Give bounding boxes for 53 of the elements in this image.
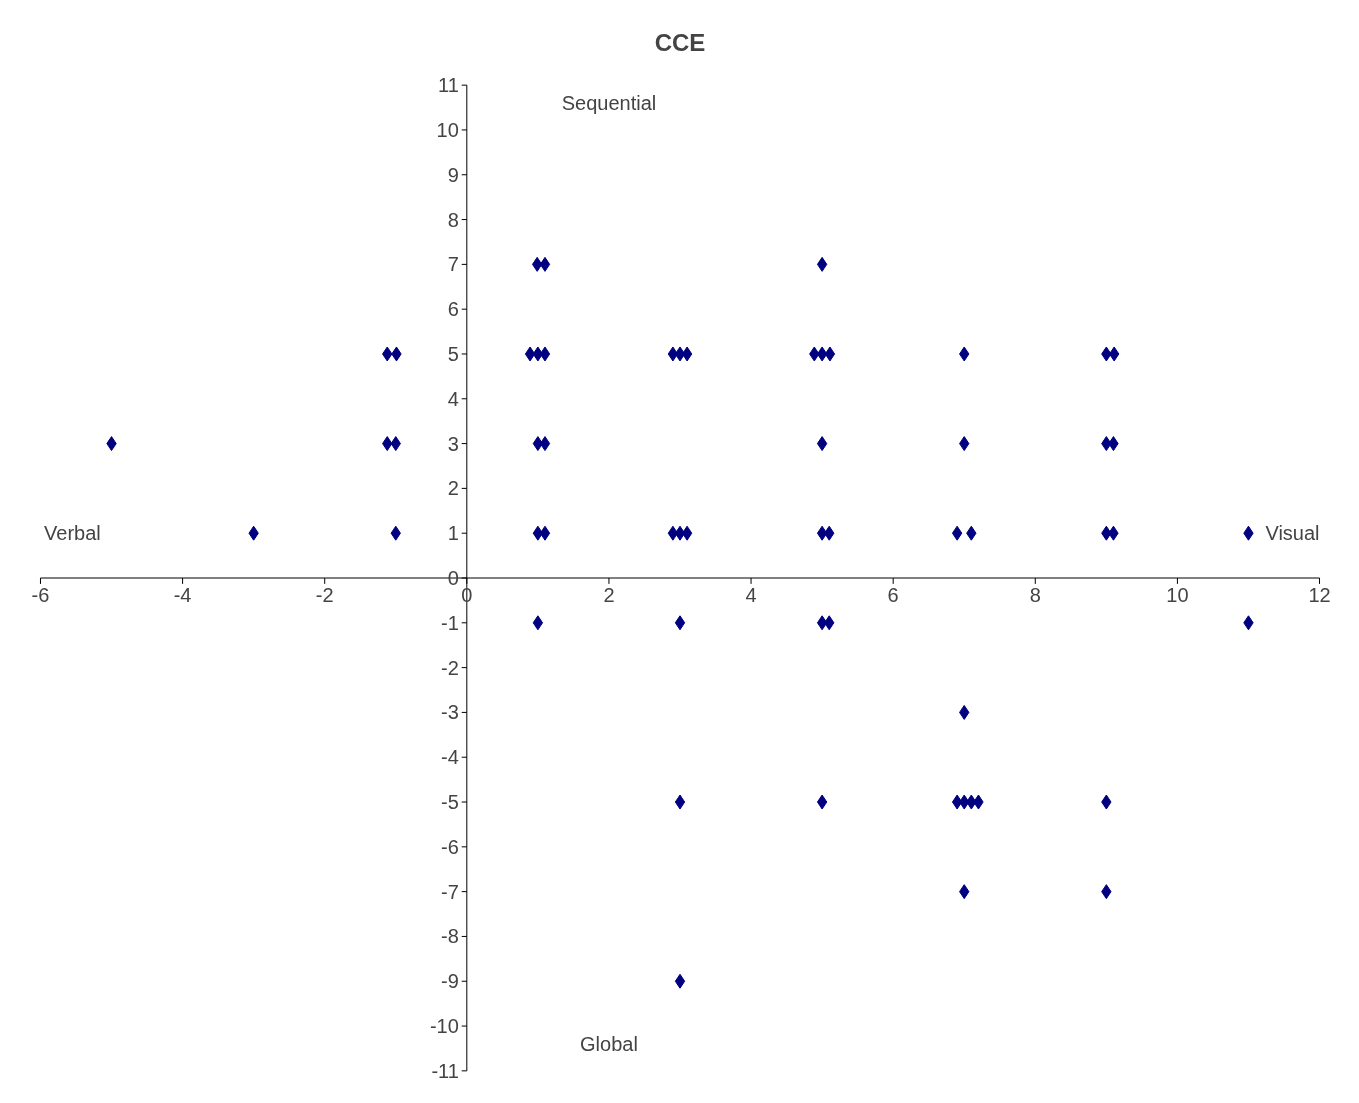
y-tick-label: -11	[431, 1059, 459, 1082]
y-tick-label: 7	[447, 253, 459, 276]
point	[681, 525, 693, 541]
x-tick-label: 4	[745, 584, 757, 606]
point	[816, 436, 828, 452]
point	[951, 525, 963, 541]
x-tick-label: -4	[173, 584, 192, 606]
annotation: Global	[580, 1032, 638, 1055]
point	[539, 346, 551, 362]
y-tick-label: -1	[441, 611, 459, 634]
y-tick-label: -4	[441, 746, 459, 769]
y-tick-label: -6	[441, 835, 459, 858]
x-tick-label: -2	[315, 584, 334, 606]
point	[681, 346, 693, 362]
annotation: Visual	[1265, 522, 1320, 545]
point	[674, 615, 686, 631]
y-tick-label: -3	[441, 701, 459, 724]
point	[539, 525, 551, 541]
x-tick-label: 6	[887, 584, 899, 606]
y-tick-label: 6	[447, 298, 459, 321]
y-tick-label: -2	[441, 656, 459, 679]
y-tick-label: 8	[447, 208, 459, 231]
y-tick-label: 2	[447, 477, 459, 500]
y-tick-label: -10	[429, 1015, 459, 1038]
y-tick-label: 4	[447, 387, 459, 410]
point	[816, 256, 828, 272]
point	[524, 346, 536, 362]
y-tick-label: 11	[438, 74, 459, 97]
x-tick-label: 2	[603, 584, 615, 606]
point	[674, 794, 686, 810]
x-tick-label: 8	[1029, 584, 1041, 606]
x-tick-label: -6	[31, 584, 50, 606]
y-tick-label: -7	[441, 880, 459, 903]
point	[674, 973, 686, 989]
point	[539, 436, 551, 452]
y-tick-label: -9	[441, 970, 459, 993]
x-tick-label: 10	[1166, 584, 1189, 606]
annotation: Verbal	[44, 522, 101, 545]
y-tick-label: -5	[441, 791, 459, 814]
point	[816, 346, 828, 362]
y-tick-label: 9	[447, 163, 459, 186]
point	[532, 615, 544, 631]
y-tick-label: 3	[447, 432, 459, 455]
point	[824, 346, 836, 362]
y-tick-label: 1	[447, 522, 459, 545]
y-tick-label: 5	[447, 342, 459, 365]
y-tick-label: 10	[436, 118, 459, 141]
point	[816, 794, 828, 810]
chart-title: CCE	[654, 28, 706, 56]
point	[539, 256, 551, 272]
x-tick-label: 12	[1308, 584, 1331, 606]
annotation: Sequential	[561, 92, 657, 115]
y-tick-label: -8	[441, 925, 459, 948]
